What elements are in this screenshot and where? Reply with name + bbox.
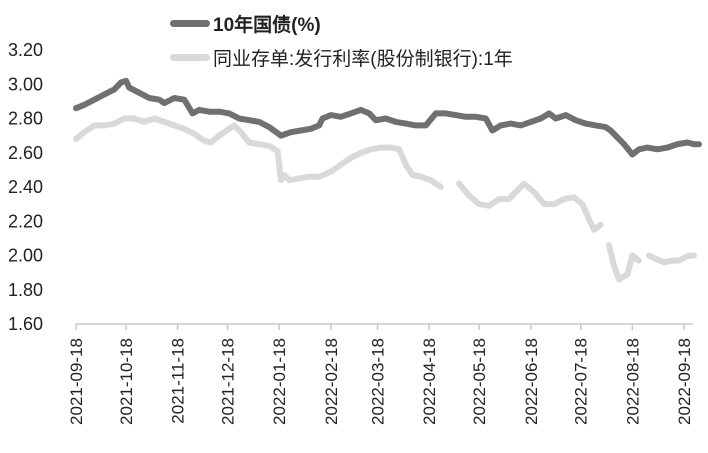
x-tick-label: 2022-04-18 [420,338,439,425]
y-tick-label: 2.60 [8,143,43,163]
x-tick-label: 2022-01-18 [270,338,289,425]
x-tick-label: 2022-07-18 [572,338,591,425]
series-line-ncd-rate [646,252,697,266]
x-axis: 2021-09-18 2021-10-18 2021-11-18 2021-12-18… [67,323,694,425]
legend-item-ncd-rate: 同业存单:发行利率(股份制银行):1年 [170,40,513,74]
legend-swatch-ncd-rate [170,53,210,61]
y-axis: 3.20 3.00 2.80 2.60 2.40 2.20 2.00 1.80 1.60 [8,40,43,334]
x-tick-label: 2022-05-18 [470,338,489,425]
series-line-ncd-rate [606,242,642,283]
y-tick-label: 2.00 [8,246,43,266]
y-tick-label: 2.20 [8,211,43,231]
x-tick-label: 2022-09-18 [675,338,694,425]
x-tick-label: 2021-10-18 [117,338,136,425]
series-layer [73,77,702,283]
y-tick-label: 3.00 [8,74,43,94]
x-tick-label: 2022-06-18 [522,338,541,425]
y-tick-label: 2.80 [8,109,43,129]
x-tick-label: 2021-11-18 [169,338,188,424]
x-tick-label: 2022-02-18 [322,338,341,425]
x-tick-label: 2022-08-18 [623,338,642,425]
y-tick-label: 3.20 [8,40,43,60]
legend-item-10y-treasury: 10年国债(%) [170,6,513,40]
y-tick-label: 1.80 [8,280,43,300]
series-line-ncd-rate [456,180,604,233]
x-tick-label: 2021-12-18 [219,338,238,425]
y-tick-label: 2.40 [8,177,43,197]
legend-label-ncd-rate: 同业存单:发行利率(股份制银行):1年 [213,48,513,70]
legend-label-10y-treasury: 10年国债(%) [213,14,321,36]
x-tick-label: 2022-03-18 [369,338,388,425]
x-tick-label: 2021-09-18 [67,338,86,425]
series-line-ncd-rate [73,115,444,190]
legend: 10年国债(%) 同业存单:发行利率(股份制银行):1年 [170,6,513,74]
series-line-10y-treasury [73,77,702,158]
legend-swatch-10y-treasury [170,19,210,27]
y-tick-label: 1.60 [8,314,43,334]
